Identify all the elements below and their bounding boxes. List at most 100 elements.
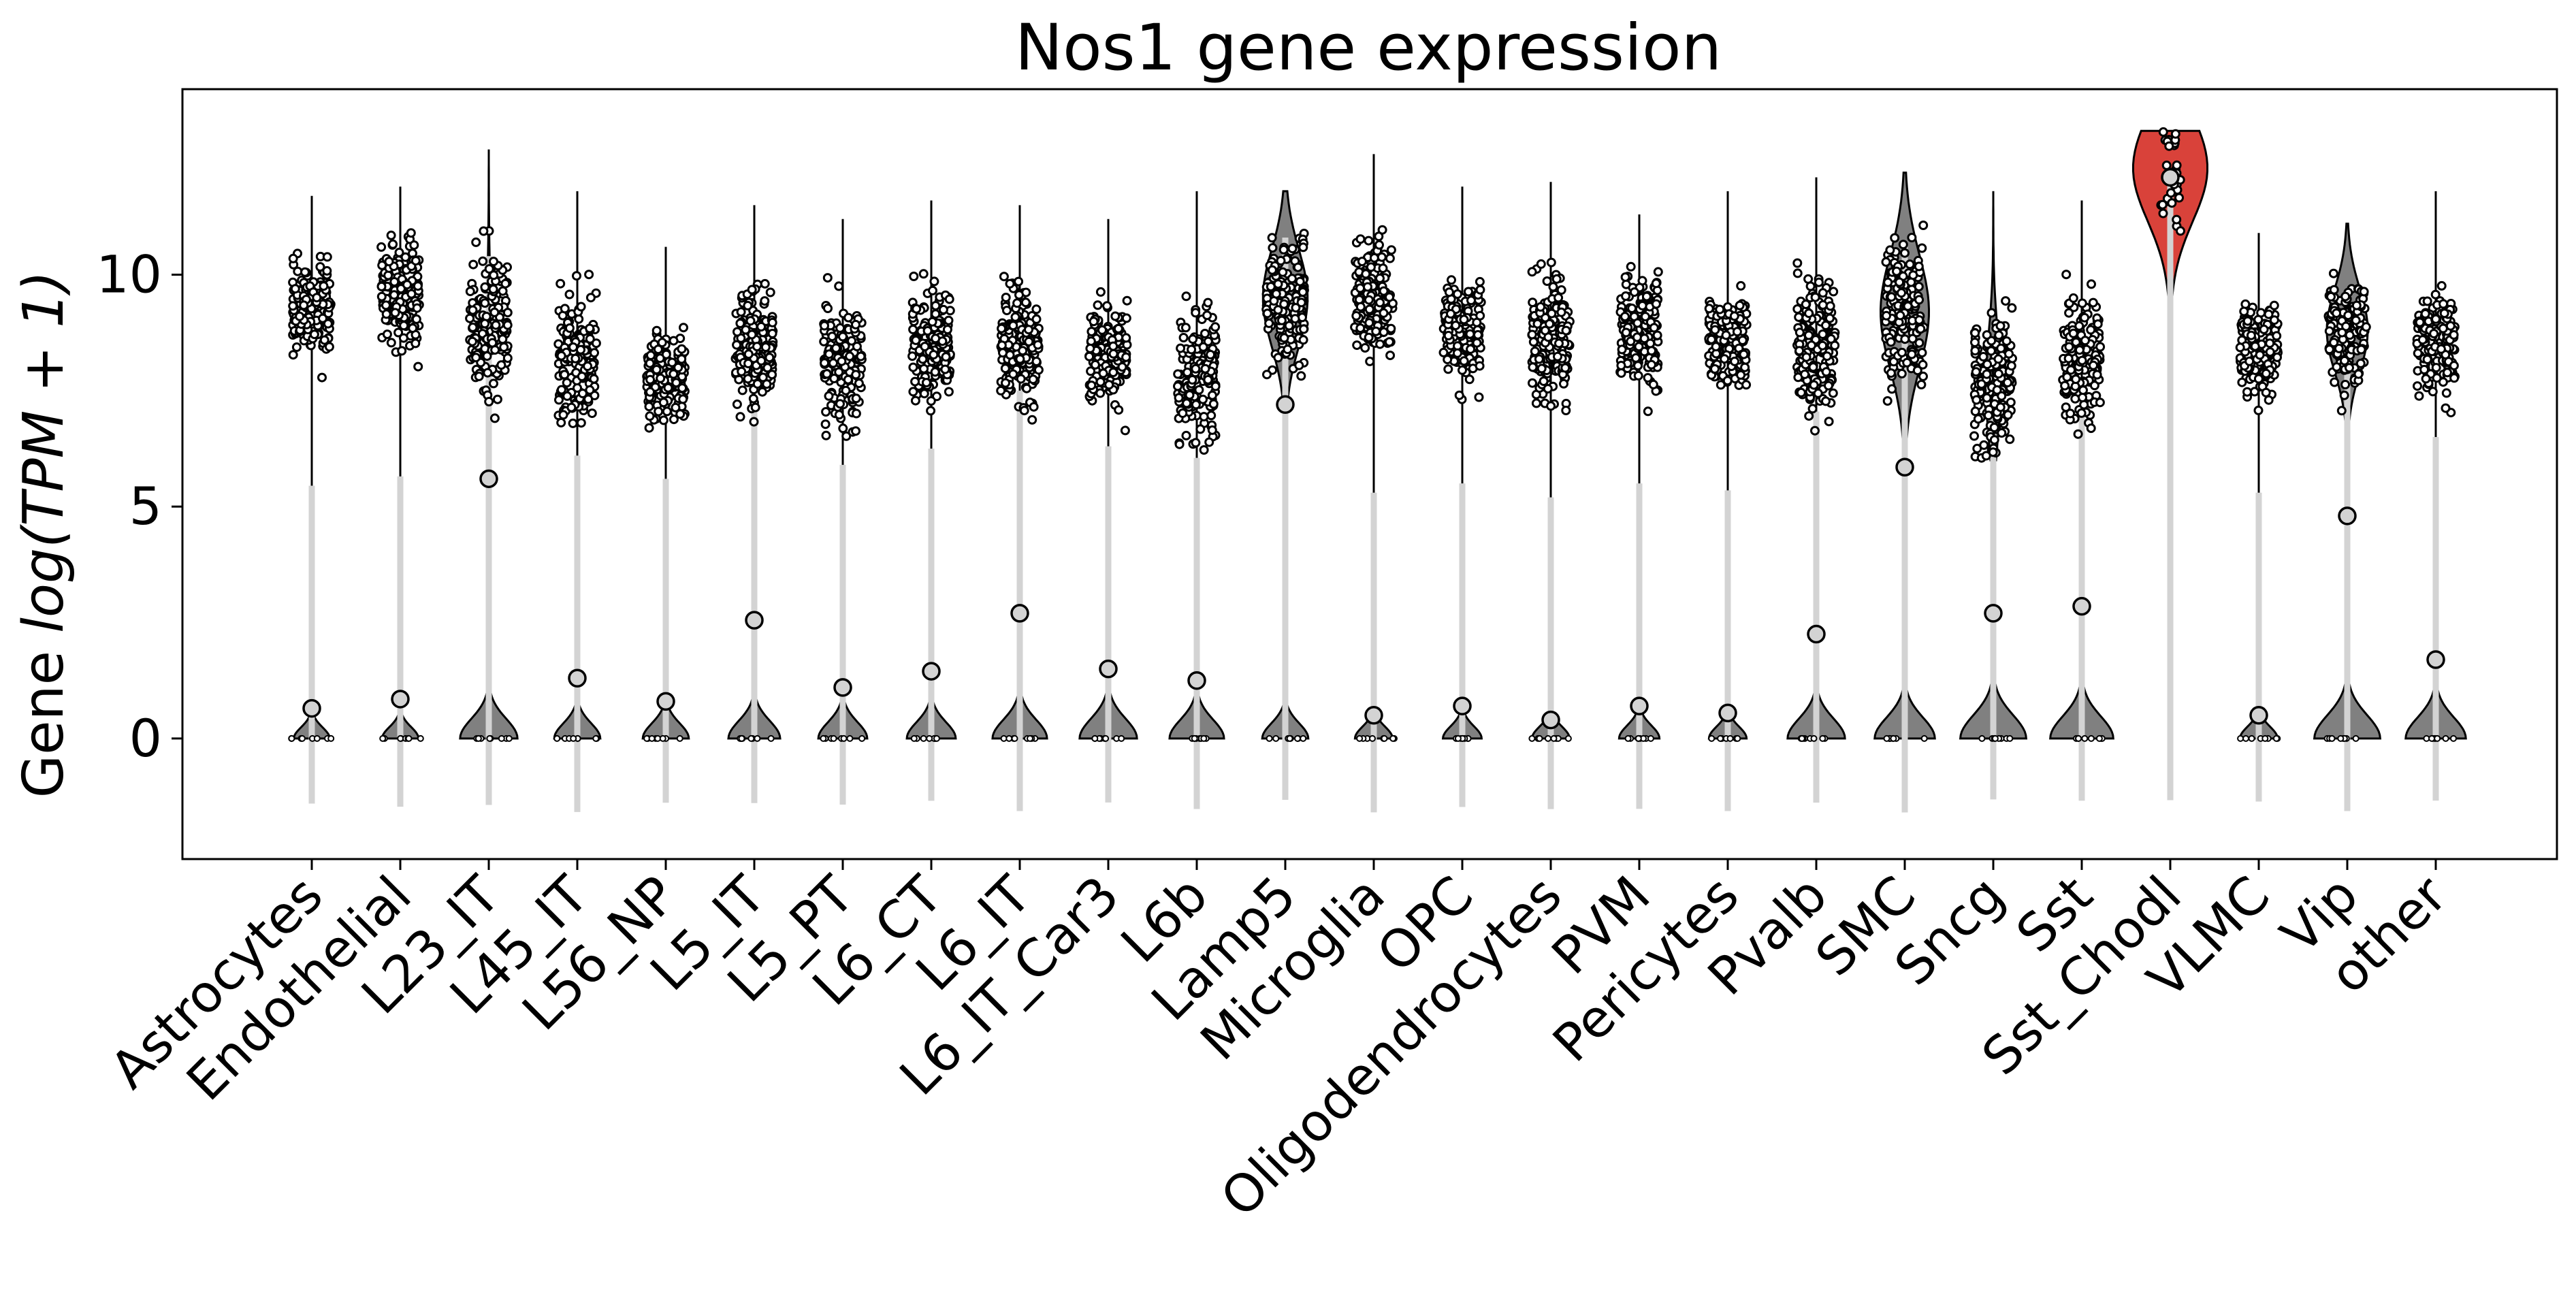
data-point: [912, 304, 922, 314]
data-point: [675, 409, 686, 419]
data-point: [1828, 388, 1838, 398]
data-point: [645, 358, 655, 368]
data-point: [928, 285, 937, 295]
data-point: [1355, 283, 1366, 293]
data-point: [743, 359, 754, 368]
data-point: [656, 373, 666, 383]
data-point: [655, 353, 665, 364]
y-axis-label: Gene log(TPM + 1): [12, 271, 76, 798]
data-point: [941, 352, 951, 362]
data-point: [1970, 338, 1980, 347]
data-point: [1545, 319, 1555, 329]
median-marker: [1718, 703, 1737, 723]
data-point-zero: [1369, 734, 1376, 742]
data-point: [1829, 287, 1839, 297]
data-point: [944, 387, 954, 397]
data-point: [1988, 447, 1998, 457]
data-point: [1651, 299, 1661, 309]
data-point-zero: [659, 734, 666, 742]
data-point: [762, 363, 773, 373]
data-point-zero: [738, 734, 745, 742]
data-point: [1379, 308, 1389, 318]
data-point: [2080, 312, 2090, 323]
data-point: [1993, 369, 2003, 379]
data-point: [1531, 398, 1541, 408]
data-point: [2158, 127, 2168, 137]
data-point: [1298, 287, 1308, 297]
data-point: [1995, 402, 2006, 413]
data-point: [1620, 312, 1630, 322]
data-point: [576, 418, 586, 428]
data-point: [1969, 431, 1979, 441]
data-point: [568, 342, 578, 352]
data-point: [829, 374, 839, 383]
data-point: [2246, 330, 2256, 340]
data-point: [584, 270, 594, 280]
data-point: [1287, 244, 1298, 254]
data-point: [1704, 304, 1714, 314]
data-point: [944, 294, 954, 304]
data-point: [1970, 346, 1980, 356]
data-point: [743, 349, 754, 359]
data-point: [1881, 257, 1891, 267]
data-point-zero: [2248, 734, 2255, 742]
data-point: [1287, 274, 1297, 284]
data-point: [1892, 266, 1901, 276]
data-point: [1918, 371, 1928, 381]
data-point: [2339, 390, 2349, 400]
data-point-zero: [1810, 734, 1818, 742]
data-point: [491, 320, 501, 330]
data-point: [1647, 346, 1656, 356]
data-point: [1971, 395, 1982, 405]
data-point: [402, 280, 412, 290]
data-point: [2244, 356, 2255, 366]
data-point: [1178, 333, 1189, 342]
data-point: [1882, 310, 1891, 321]
data-point: [2237, 377, 2247, 387]
data-point-zero: [840, 734, 848, 742]
data-point-zero: [1991, 734, 1999, 742]
data-point: [1914, 282, 1924, 292]
data-point: [679, 323, 688, 333]
data-point-zero: [486, 734, 494, 742]
data-point: [1737, 336, 1748, 345]
data-point: [1711, 342, 1721, 352]
data-point: [732, 340, 742, 350]
data-point: [480, 298, 490, 308]
data-point-zero: [298, 734, 306, 742]
data-point: [1364, 236, 1374, 246]
data-point: [827, 332, 837, 342]
data-point: [500, 278, 511, 289]
median-marker: [568, 668, 587, 688]
data-point: [1185, 390, 1195, 400]
median-marker: [833, 678, 852, 697]
data-point-zero: [1272, 734, 1280, 742]
data-point: [2340, 355, 2349, 366]
data-point: [2095, 398, 2105, 408]
data-point: [1810, 425, 1820, 436]
data-point-zero: [910, 734, 918, 742]
data-point: [1108, 368, 1118, 377]
data-point: [381, 300, 391, 310]
data-point: [382, 329, 392, 340]
data-point: [2336, 406, 2347, 416]
data-point: [1900, 248, 1910, 258]
data-point: [1643, 406, 1653, 417]
data-point: [587, 408, 597, 419]
data-point-zero: [379, 734, 387, 742]
data-point: [389, 277, 400, 287]
data-point: [1010, 312, 1020, 322]
data-point: [376, 291, 387, 302]
data-point: [1648, 379, 1658, 389]
median-marker: [2161, 167, 2180, 187]
data-point: [1903, 301, 1913, 311]
data-point: [406, 228, 416, 238]
data-point: [1902, 357, 1912, 368]
data-point: [467, 336, 477, 346]
data-point: [319, 281, 329, 291]
data-point: [1465, 329, 1475, 339]
data-point-zero: [767, 734, 775, 742]
data-point: [1174, 439, 1185, 449]
data-point: [1534, 354, 1544, 364]
data-point: [2265, 347, 2275, 357]
